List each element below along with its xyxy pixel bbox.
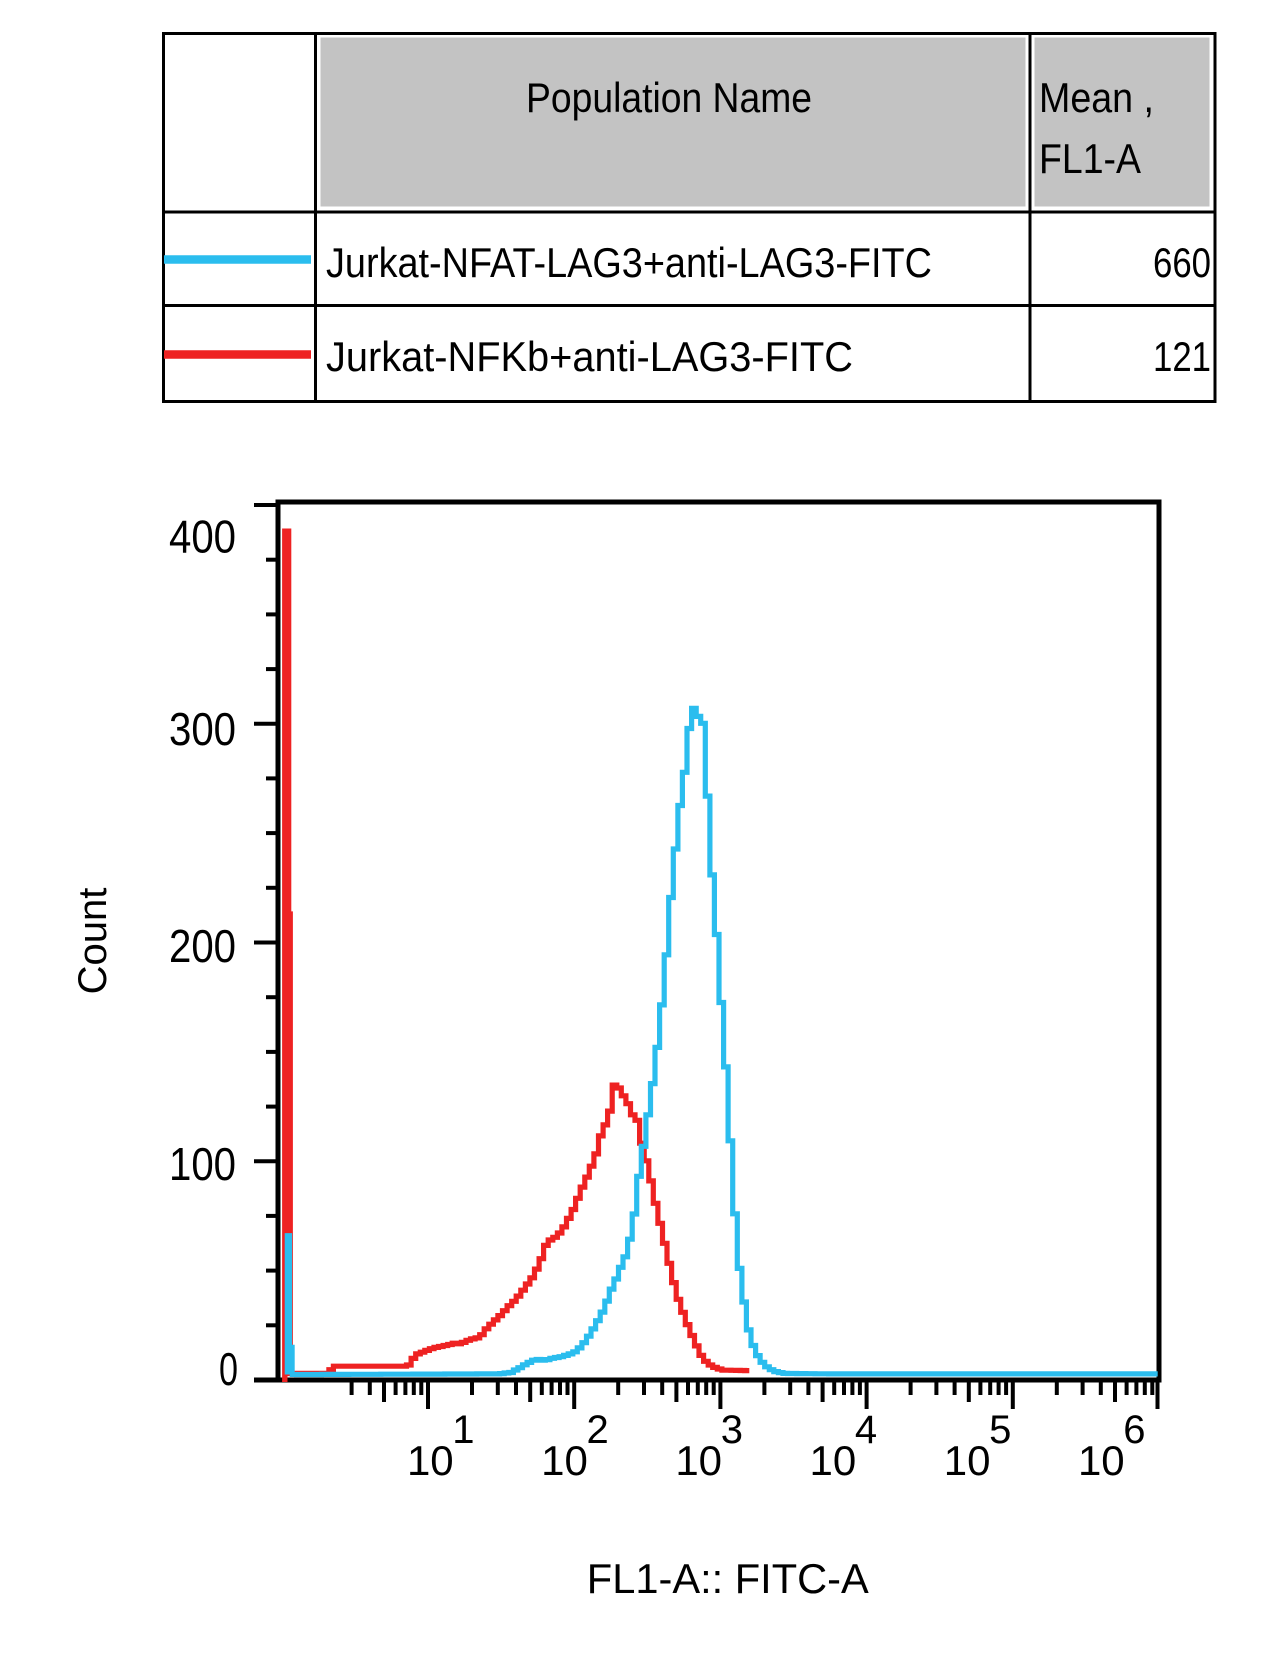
svg-text:FL1-A:: FITC-A: FL1-A:: FITC-A (587, 1555, 869, 1602)
svg-text:10: 10 (944, 1437, 991, 1484)
svg-text:5: 5 (989, 1408, 1011, 1452)
svg-text:Count: Count (71, 888, 115, 995)
svg-text:660: 660 (1153, 239, 1211, 286)
svg-text:10: 10 (1078, 1437, 1125, 1484)
svg-text:2: 2 (587, 1408, 609, 1452)
svg-text:FL1-A: FL1-A (1039, 135, 1141, 182)
svg-text:3: 3 (721, 1408, 743, 1452)
svg-text:10: 10 (407, 1437, 454, 1484)
svg-text:0: 0 (219, 1343, 238, 1395)
svg-text:200: 200 (169, 920, 236, 972)
svg-text:Jurkat-NFKb+anti-LAG3-FITC: Jurkat-NFKb+anti-LAG3-FITC (326, 333, 853, 380)
svg-text:Population Name: Population Name (526, 74, 812, 121)
svg-text:4: 4 (855, 1408, 877, 1452)
svg-text:1: 1 (452, 1408, 474, 1452)
svg-text:10: 10 (541, 1437, 588, 1484)
svg-text:Mean ,: Mean , (1039, 74, 1154, 121)
svg-text:121: 121 (1153, 333, 1211, 380)
svg-text:10: 10 (675, 1437, 722, 1484)
svg-text:100: 100 (169, 1138, 236, 1190)
svg-text:Jurkat-NFAT-LAG3+anti-LAG3-FIT: Jurkat-NFAT-LAG3+anti-LAG3-FITC (326, 239, 932, 286)
svg-text:300: 300 (169, 703, 236, 755)
svg-text:6: 6 (1123, 1408, 1145, 1452)
svg-text:10: 10 (810, 1437, 857, 1484)
svg-text:400: 400 (169, 511, 236, 563)
